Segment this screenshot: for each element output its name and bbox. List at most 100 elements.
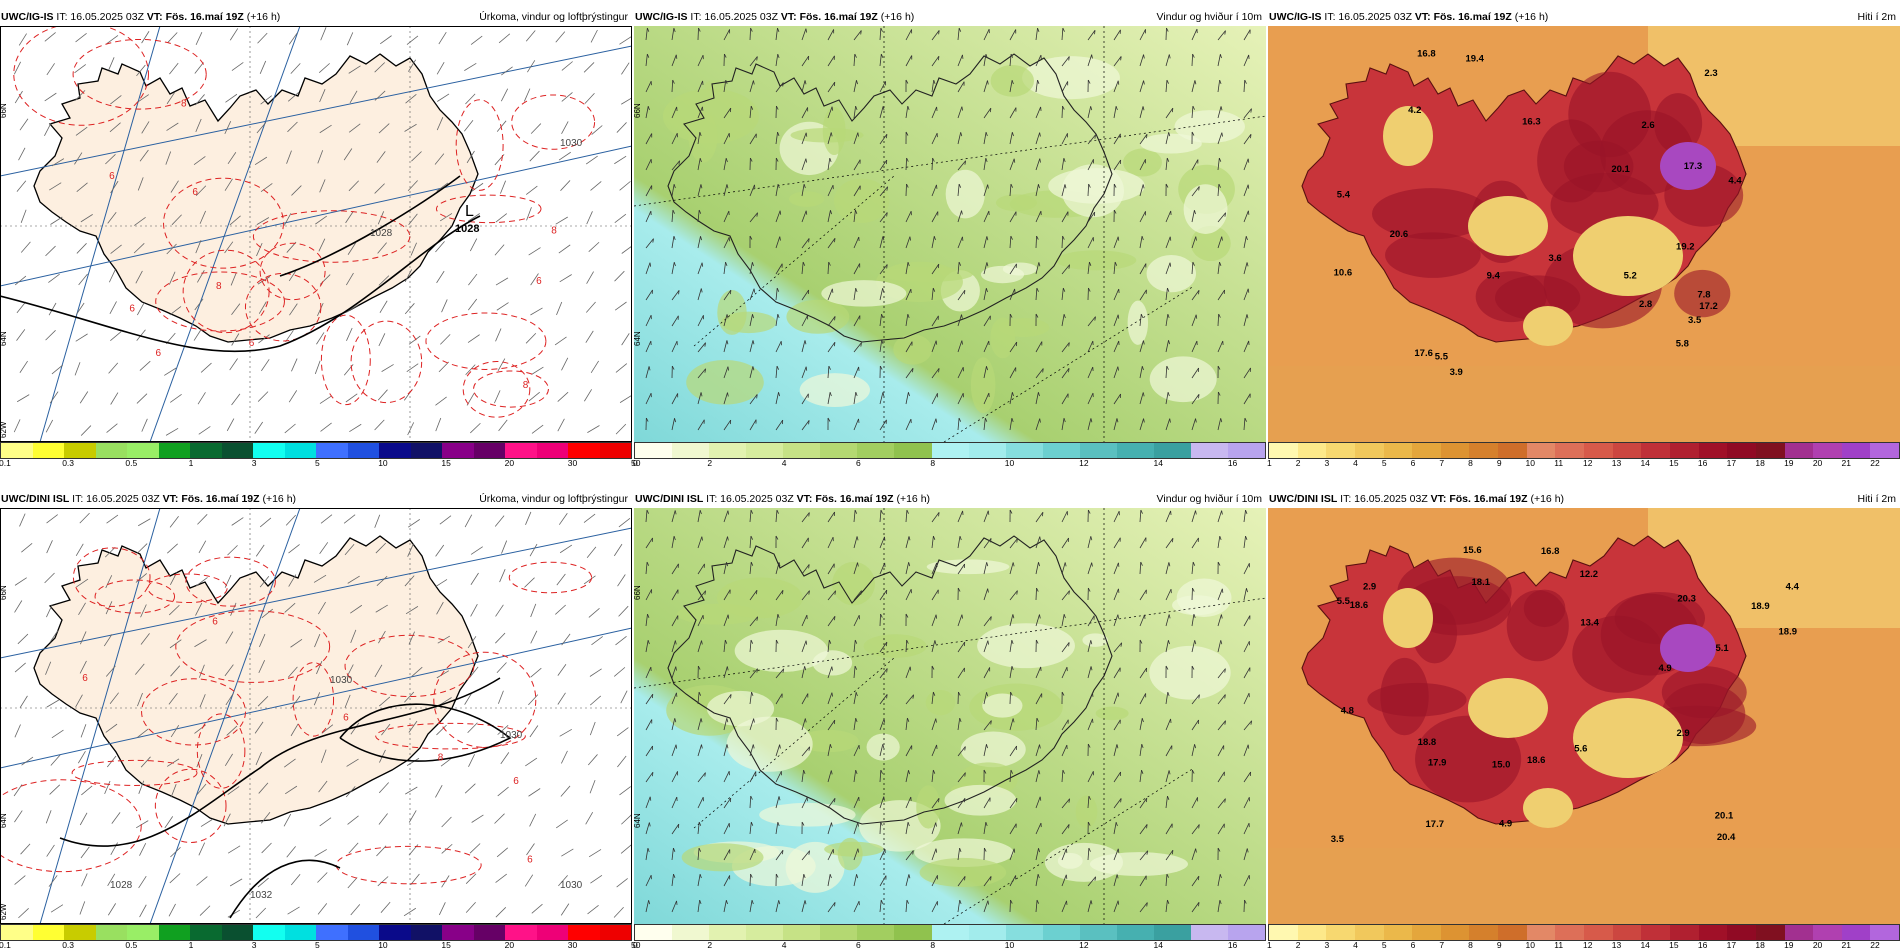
legend-swatch	[32, 925, 64, 940]
legend-swatch	[1326, 925, 1355, 940]
wind-arrow	[827, 615, 836, 627]
wind-arrow	[697, 718, 702, 731]
wind-arrow	[1061, 133, 1068, 145]
wind-arrow	[1035, 132, 1041, 145]
wind-barb	[256, 122, 267, 134]
wind-arrow-head	[756, 212, 758, 217]
wind-barb	[229, 358, 238, 371]
wind-arrow-head	[961, 822, 963, 827]
wind-barb	[260, 183, 273, 193]
wind-arrow-head	[959, 899, 962, 905]
map-canvas[interactable]: 66N 64N	[634, 26, 1266, 442]
wind-arrow-head	[932, 287, 936, 292]
wind-arrow	[957, 418, 960, 431]
legend-tick: 13	[1611, 940, 1622, 950]
wind-barb	[225, 692, 234, 706]
wind-barb	[318, 780, 328, 793]
wind-barb	[470, 603, 478, 617]
wind-arrow-head	[671, 365, 675, 370]
wind-arrow	[1139, 289, 1147, 301]
wind-arrow	[1139, 184, 1144, 197]
wind-barb	[225, 631, 234, 644]
wind-patch	[925, 689, 956, 716]
wind-arrow	[775, 236, 781, 249]
wind-arrow	[1139, 80, 1144, 93]
wind-barb	[590, 360, 599, 374]
wind-arrow-head	[886, 186, 889, 191]
wind-barb	[343, 148, 353, 161]
model-name: UWC/IG-IS	[1269, 11, 1322, 23]
wind-barb	[529, 813, 537, 827]
wind-arrow-head	[777, 614, 780, 619]
wind-barb	[499, 569, 506, 583]
wind-arrow-head	[990, 876, 992, 881]
wind-barb	[20, 241, 31, 253]
wind-arrow-head	[938, 30, 940, 35]
map-canvas[interactable]: 1030 1028 6 6 6 6 6 8 8 8 6 8 L 1028 66N 64N 62W	[0, 26, 632, 442]
wind-patch	[1146, 254, 1197, 293]
isobar-label: 1030	[560, 138, 583, 149]
wind-arrow-head	[886, 668, 888, 673]
wind-barb	[439, 515, 452, 525]
wind-barb	[561, 633, 571, 646]
map-canvas[interactable]: 1030 1030 1028 1032 1030 6 6 6 6 8 6 66N 64N 62W	[0, 508, 632, 924]
wind-arrow	[1217, 262, 1220, 275]
wind-arrow	[827, 692, 833, 705]
wind-arrow-head	[1011, 80, 1014, 85]
wind-barb	[313, 692, 321, 706]
wind-arrow	[1191, 53, 1194, 67]
wind-barb	[495, 604, 504, 617]
wind-barb	[439, 697, 452, 706]
map-canvas[interactable]: 16.3 5.8 17.3 2.8 4.2 5.2 17.2 3.9 20.1 20.6 9.4 10…	[1268, 26, 1900, 442]
wind-arrow	[723, 744, 728, 757]
wind-arrow	[1139, 159, 1146, 171]
wind-arrow	[697, 158, 701, 171]
map-canvas[interactable]: 16.8 12.2 4.9 18.8 4.4 17.9 4.9 18.9 18.6 18.1 20.…	[1268, 508, 1900, 924]
wind-arrow-head	[756, 616, 759, 621]
wind-barb	[195, 602, 203, 616]
wind-barb	[231, 333, 240, 346]
wind-barb	[380, 35, 392, 45]
wind-arrow-head	[699, 510, 702, 515]
wind-arrow-head	[752, 340, 755, 345]
wind-arrow	[1165, 537, 1174, 549]
wind-arrow-head	[652, 238, 654, 243]
wind-arrow	[957, 667, 965, 679]
wind-patch	[726, 716, 813, 772]
wind-barb	[261, 359, 270, 372]
cool-highland	[1573, 698, 1683, 778]
wind-arrow-head	[775, 157, 779, 162]
legend-swatch	[1641, 925, 1670, 940]
wind-arrow	[1061, 342, 1070, 353]
wind-arrow	[879, 288, 884, 301]
wind-arrow	[1191, 510, 1196, 523]
wind-arrow	[1139, 850, 1148, 861]
wind-arrow-head	[959, 536, 962, 541]
wind-arrow	[723, 184, 728, 197]
wind-arrow-head	[906, 639, 909, 644]
wind-arrow-head	[725, 900, 728, 905]
wind-arrow-head	[828, 365, 831, 370]
wind-arrow-head	[987, 900, 989, 905]
wind-arrow	[1009, 538, 1018, 549]
wind-arrow	[1139, 106, 1144, 119]
color-legend: 0.1 0.3 0.5 1 3 5 10 15 20 30 50	[0, 442, 640, 468]
wind-barb	[441, 299, 448, 313]
wind-arrow	[697, 640, 702, 653]
map-canvas[interactable]: 66N 64N	[634, 508, 1266, 924]
wind-arrow-head	[1063, 314, 1066, 319]
wind-arrow-head	[1063, 614, 1066, 619]
wind-arrow-head	[1035, 313, 1039, 318]
wind-arrow	[957, 28, 960, 41]
wind-arrow	[827, 874, 831, 887]
wind-arrow	[1243, 875, 1250, 887]
wind-barb	[289, 303, 298, 316]
wind-barb	[19, 118, 29, 131]
color-legend: 0 2 4 6 8 10 12 14 16	[633, 924, 1266, 950]
legend-swatch	[127, 443, 159, 458]
wind-barb	[617, 574, 626, 587]
wind-arrow-head	[987, 510, 990, 515]
wind-arrow	[983, 692, 987, 705]
wind-barb	[555, 819, 568, 829]
wind-arrow	[1113, 418, 1118, 431]
